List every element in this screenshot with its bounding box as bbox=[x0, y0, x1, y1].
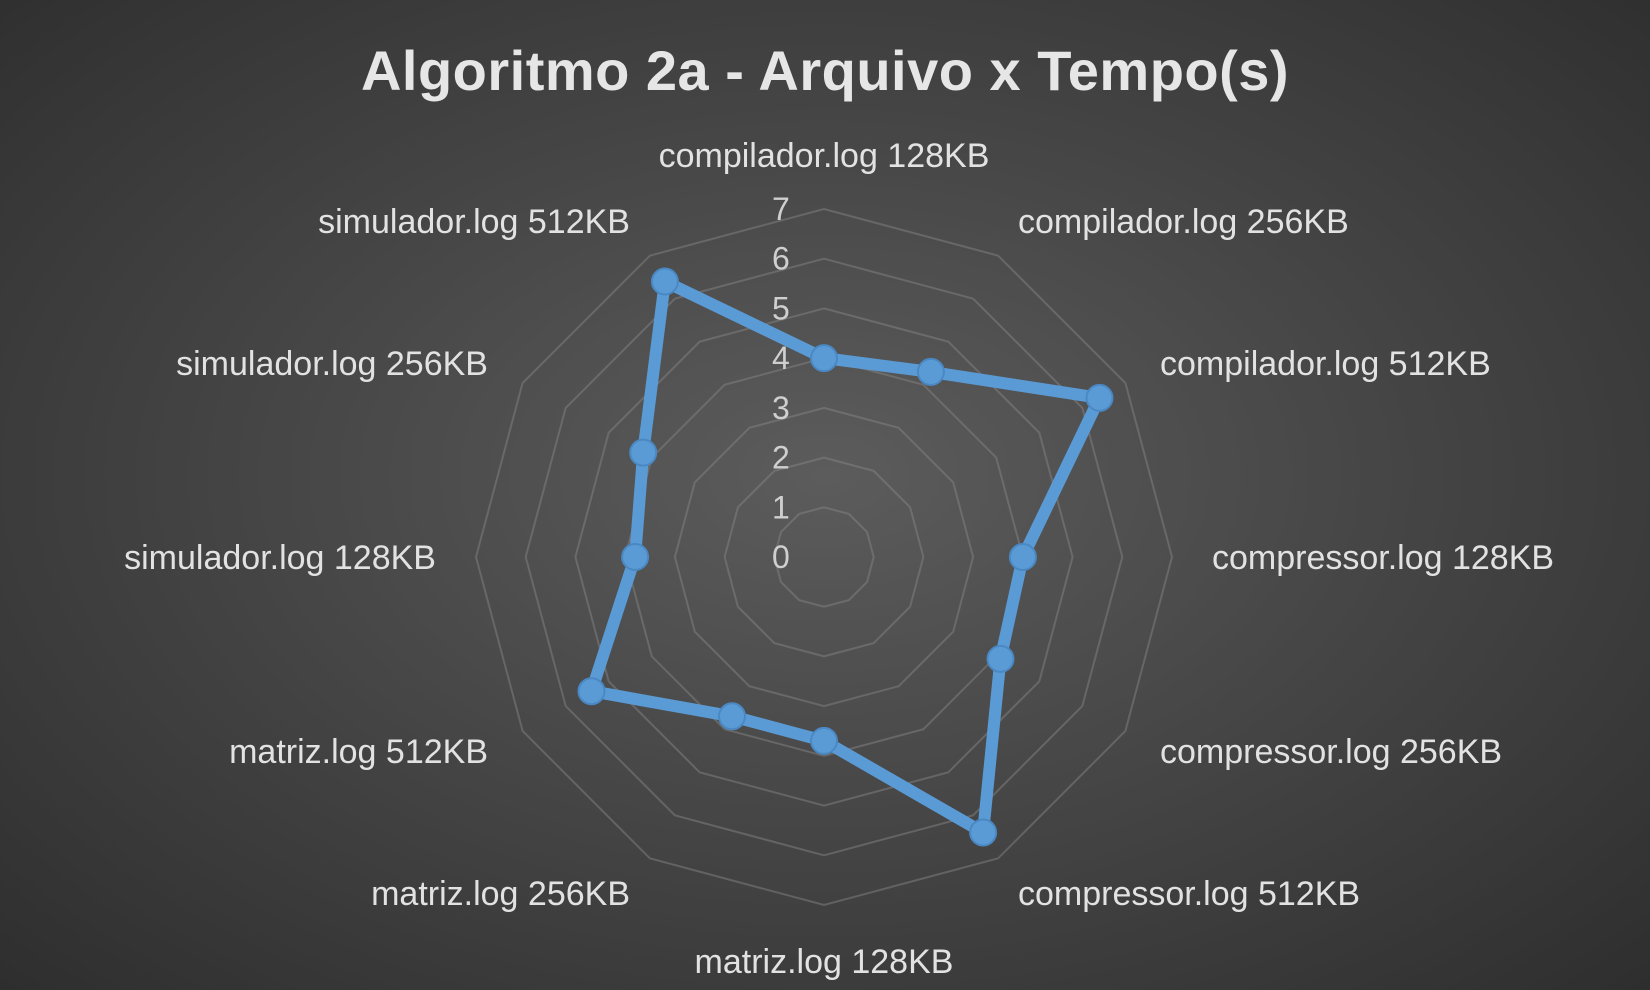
grid-ring bbox=[524, 257, 1124, 857]
data-point bbox=[650, 267, 679, 296]
data-point bbox=[629, 438, 658, 467]
category-label: simulador.log 256KB bbox=[176, 345, 488, 383]
category-label: compressor.log 512KB bbox=[1018, 875, 1360, 913]
data-point bbox=[621, 543, 650, 571]
tick-label: 7 bbox=[772, 191, 790, 227]
tick-label: 1 bbox=[772, 489, 790, 525]
grid-ring bbox=[624, 357, 1024, 757]
category-label: compilador.log 512KB bbox=[1160, 345, 1491, 383]
grid-ring bbox=[474, 207, 1174, 907]
series-layer bbox=[577, 267, 1114, 847]
grid-ring bbox=[673, 406, 975, 708]
grid-ring bbox=[773, 506, 875, 608]
grid-ring bbox=[723, 456, 925, 658]
category-label: compilador.log 128KB bbox=[659, 137, 990, 175]
grid-layer bbox=[474, 207, 1174, 907]
data-point bbox=[916, 357, 945, 386]
tick-label: 6 bbox=[772, 241, 790, 277]
tick-label: 0 bbox=[772, 539, 790, 575]
data-point bbox=[718, 702, 746, 731]
data-point bbox=[810, 344, 838, 373]
tick-label: 4 bbox=[772, 340, 790, 376]
data-point bbox=[969, 818, 998, 847]
category-label: matriz.log 128KB bbox=[695, 943, 954, 981]
tick-label: 2 bbox=[772, 440, 790, 476]
data-point bbox=[986, 644, 1015, 673]
category-label: matriz.log 512KB bbox=[229, 733, 488, 771]
category-label: simulador.log 128KB bbox=[124, 539, 436, 577]
tick-labels: 0 1 2 3 4 5 6 7 bbox=[772, 191, 790, 575]
category-label: simulador.log 512KB bbox=[318, 203, 630, 241]
data-point bbox=[1085, 383, 1114, 412]
category-label: compilador.log 256KB bbox=[1018, 203, 1349, 241]
chart-title: Algoritmo 2a - Arquivo x Tempo(s) bbox=[360, 39, 1290, 102]
tick-label: 5 bbox=[772, 290, 790, 326]
grid-ring bbox=[574, 307, 1074, 807]
category-label: matriz.log 256KB bbox=[371, 875, 630, 913]
category-label: compressor.log 128KB bbox=[1212, 539, 1554, 577]
data-point bbox=[577, 677, 606, 706]
category-label: compressor.log 256KB bbox=[1160, 733, 1502, 771]
data-point bbox=[810, 726, 838, 755]
data-point bbox=[1008, 543, 1037, 571]
category-labels: compilador.log 128KB compilador.log 256KB… bbox=[124, 137, 1554, 981]
tick-label: 3 bbox=[772, 390, 790, 426]
